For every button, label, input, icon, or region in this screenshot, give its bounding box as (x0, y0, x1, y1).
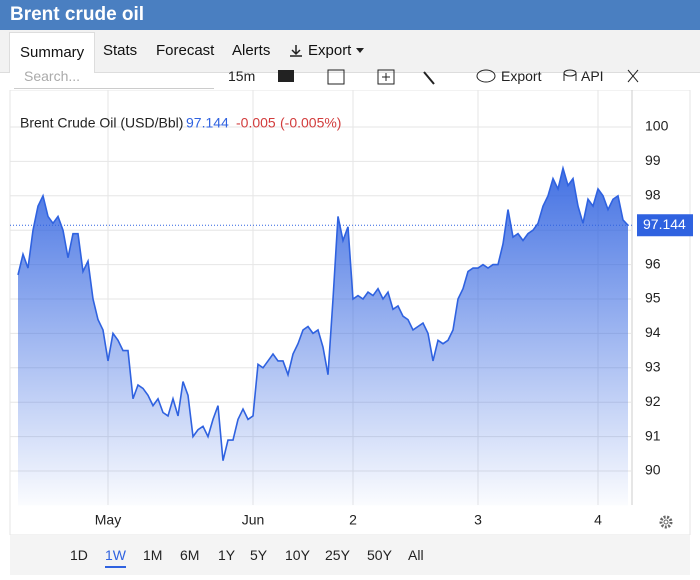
y-tick-label: 95 (645, 290, 661, 306)
dropdown-caret (356, 48, 364, 53)
y-tick-label: 98 (645, 187, 661, 203)
range-button[interactable]: 1W (105, 547, 126, 568)
range-button[interactable]: All (408, 547, 424, 563)
chart-frame (9, 90, 691, 535)
range-button[interactable]: 6M (180, 547, 200, 563)
x-tick-label: May (95, 512, 121, 528)
tab[interactable]: Stats (103, 42, 138, 59)
x-tick-label: Jun (242, 512, 265, 528)
tab[interactable]: Forecast (156, 42, 215, 59)
y-tick-label: 99 (645, 152, 661, 168)
y-tick-label: 96 (645, 255, 661, 271)
toolbar-icons (278, 69, 639, 85)
area-fill (18, 168, 628, 506)
header: Brent crude oil (0, 0, 700, 30)
range-button[interactable]: 1M (143, 547, 163, 563)
y-tick-label: 93 (645, 359, 661, 375)
header-title: Brent crude oil (10, 4, 145, 25)
tab[interactable]: Summary (9, 32, 96, 73)
legend-change: -0.005 (236, 115, 276, 131)
price-line (17, 165, 629, 461)
last-price-box (637, 214, 693, 237)
range-button[interactable]: 5Y (250, 547, 268, 563)
range-button[interactable]: 50Y (367, 547, 392, 563)
range-button[interactable]: 25Y (325, 547, 350, 563)
legend-change-percent: (-0.005%) (280, 115, 341, 131)
y-tick-label: 94 (645, 324, 661, 340)
x-tick-label: 2 (349, 512, 357, 528)
search-input[interactable]: Search... (14, 68, 214, 89)
tab-bar: Summary Stats Forecast Alerts Export (0, 30, 700, 73)
interval-button[interactable]: 15m (228, 68, 256, 84)
y-tick-label: 92 (645, 393, 661, 409)
tab[interactable]: Alerts (232, 42, 271, 59)
range-button[interactable]: 1D (70, 547, 88, 563)
last-price-label: 97.144 (643, 216, 686, 232)
range-button[interactable]: 10Y (285, 547, 310, 563)
api-button[interactable]: API (581, 68, 604, 84)
range-bar: 1D 1W 1M 6M 1Y 5Y 10Y 25Y 50Y All (10, 535, 690, 575)
x-tick-label: 4 (594, 512, 602, 528)
legend-price: 97.144 (186, 115, 229, 131)
y-tick-label: 90 (645, 462, 661, 478)
chart: 90919293949596979899100MayJun23497.144 B… (9, 90, 693, 535)
range-button[interactable]: 1Y (218, 547, 236, 563)
tab[interactable]: Export (308, 42, 352, 59)
settings-icon[interactable] (659, 515, 673, 529)
legend-name: Brent Crude Oil (USD/Bbl) (20, 115, 183, 131)
export-button[interactable]: Export (501, 68, 542, 84)
y-tick-label: 91 (645, 427, 661, 443)
download-icon (290, 45, 302, 57)
x-tick-label: 3 (474, 512, 482, 528)
y-tick-label: 100 (645, 118, 669, 134)
